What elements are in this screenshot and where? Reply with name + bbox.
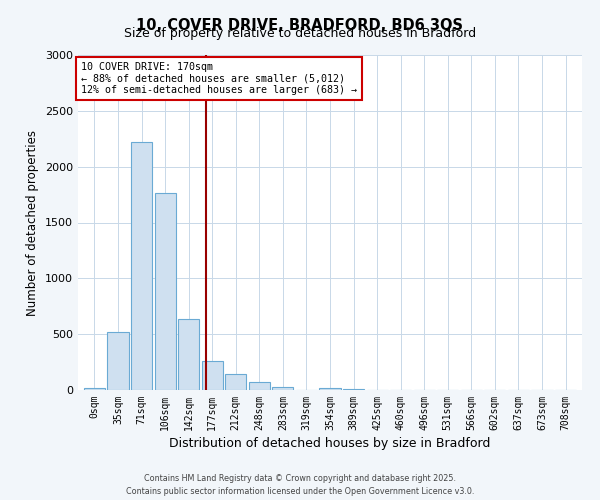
Bar [202,361,223,390]
Bar [178,319,199,390]
Bar [107,332,128,390]
X-axis label: Distribution of detached houses by size in Bradford: Distribution of detached houses by size … [169,437,491,450]
Bar [272,386,293,390]
Text: Contains HM Land Registry data © Crown copyright and database right 2025.
Contai: Contains HM Land Registry data © Crown c… [126,474,474,496]
Bar [225,374,247,390]
Bar [249,382,270,390]
Bar [155,194,176,390]
Text: 10 COVER DRIVE: 170sqm
← 88% of detached houses are smaller (5,012)
12% of semi-: 10 COVER DRIVE: 170sqm ← 88% of detached… [80,62,356,95]
Y-axis label: Number of detached properties: Number of detached properties [26,130,40,316]
Text: Size of property relative to detached houses in Bradford: Size of property relative to detached ho… [124,28,476,40]
Bar [131,142,152,390]
Text: 10, COVER DRIVE, BRADFORD, BD6 3QS: 10, COVER DRIVE, BRADFORD, BD6 3QS [137,18,464,32]
Bar [319,388,341,390]
Bar [84,388,105,390]
